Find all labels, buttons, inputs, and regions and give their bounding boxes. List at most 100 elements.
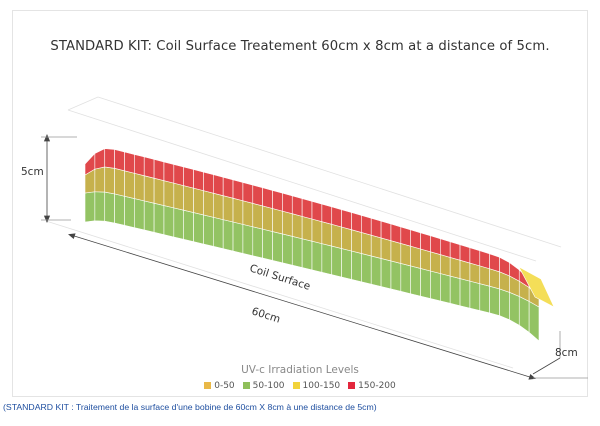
surface-cell (440, 273, 451, 304)
surface-cell (469, 247, 481, 267)
surface-cell (262, 228, 273, 261)
surface-cell (84, 191, 96, 223)
surface-cell (222, 195, 234, 223)
surface-cell (449, 257, 461, 279)
surface-green-band (84, 191, 540, 342)
surface-cell (321, 203, 333, 225)
surface-cell (400, 263, 411, 295)
surface-cell (213, 216, 224, 250)
surface-cell (331, 206, 342, 228)
surface-cell (390, 260, 402, 292)
surface-cell (420, 268, 431, 299)
surface-cell (272, 208, 283, 235)
surface-cell (410, 229, 421, 250)
surface-cell (163, 205, 175, 238)
surface-cell (213, 174, 224, 197)
surface-cell (321, 243, 333, 276)
surface-cell (361, 253, 372, 285)
surface-cell (341, 248, 352, 280)
surface-cell (499, 288, 510, 321)
surface-edge-cell (518, 266, 555, 308)
chart-title: STANDARD KIT: Coil Surface Treatement 60… (50, 39, 550, 54)
surface-cell (242, 182, 254, 204)
surface-cell (489, 253, 500, 273)
surface-cell (232, 221, 244, 254)
surface-cell (410, 245, 421, 269)
surface-cell (489, 285, 500, 317)
surface-cell (163, 161, 175, 184)
surface-cell (252, 202, 263, 230)
surface-cell (459, 259, 471, 282)
surface-cell (400, 243, 411, 267)
surface-cell (430, 270, 441, 302)
surface-cell (351, 229, 362, 254)
surface-cell (301, 215, 313, 242)
surface-cell (509, 291, 520, 326)
surface-cell (370, 217, 382, 239)
legend-item: 100-150 (292, 381, 340, 391)
surface-cell (262, 187, 273, 209)
legend-label: 150-200 (358, 381, 396, 391)
surface-cell (291, 195, 303, 217)
surface-cell (380, 237, 392, 262)
legend-item: 150-200 (348, 381, 396, 391)
surface-cell (124, 195, 135, 229)
surface-cell (143, 175, 155, 204)
surface-cell (380, 258, 392, 290)
surface-cell (114, 149, 125, 172)
surface-cell (400, 226, 411, 247)
surface-cell (94, 191, 106, 222)
surface-cell (479, 265, 490, 287)
surface-cell (528, 300, 540, 342)
surface-cell (291, 235, 303, 268)
surface-cell (104, 148, 115, 169)
surface-cell (341, 226, 352, 252)
surface-cell (134, 154, 145, 177)
surface-cell (459, 244, 471, 264)
surface-cell (272, 190, 283, 212)
surface-cell (321, 221, 333, 247)
surface-cell (252, 184, 263, 207)
surface-cell (361, 232, 372, 257)
width-label: 8cm (555, 347, 578, 359)
surface-cell (390, 240, 402, 264)
length-label: 60cm (250, 305, 282, 325)
surface-cell (351, 212, 362, 233)
surface-cell (203, 190, 214, 218)
surface-cell (183, 209, 194, 243)
surface-cell (153, 202, 165, 236)
surface-cell (114, 167, 125, 197)
legend-swatch (292, 381, 300, 389)
surface-cell (153, 159, 165, 182)
surface-cell (143, 200, 155, 233)
surface-cell (301, 238, 313, 271)
surface-cell (134, 198, 145, 231)
surface-cell (380, 220, 392, 242)
surface-cell (361, 214, 372, 236)
surface-plot: 5cm 60cm Coil Surface 8cm (21, 96, 588, 380)
surface-cell (173, 207, 184, 240)
surface-yellow-edge (518, 266, 555, 308)
surface-cell (262, 205, 273, 232)
surface-cell (124, 151, 135, 174)
surface-cell (440, 254, 451, 277)
surface-cell (311, 200, 323, 223)
surface-cell (134, 172, 145, 202)
width-dimension (532, 331, 588, 379)
surface-cell (232, 197, 244, 225)
surface-cell (193, 169, 204, 192)
surface-cell (410, 265, 421, 297)
surface-cell (449, 241, 461, 261)
surface-cell (331, 245, 342, 278)
surface-cell (479, 250, 490, 270)
surface-cell (291, 213, 303, 240)
legend-swatch (242, 381, 250, 389)
height-label: 5cm (21, 166, 44, 178)
surface-cell (124, 170, 135, 199)
surface-cell (203, 214, 214, 247)
surface-cell (104, 166, 115, 195)
surface-cell (331, 223, 342, 249)
surface-cell (301, 198, 313, 220)
surface-cell (104, 191, 115, 224)
surface-cell (114, 193, 125, 226)
